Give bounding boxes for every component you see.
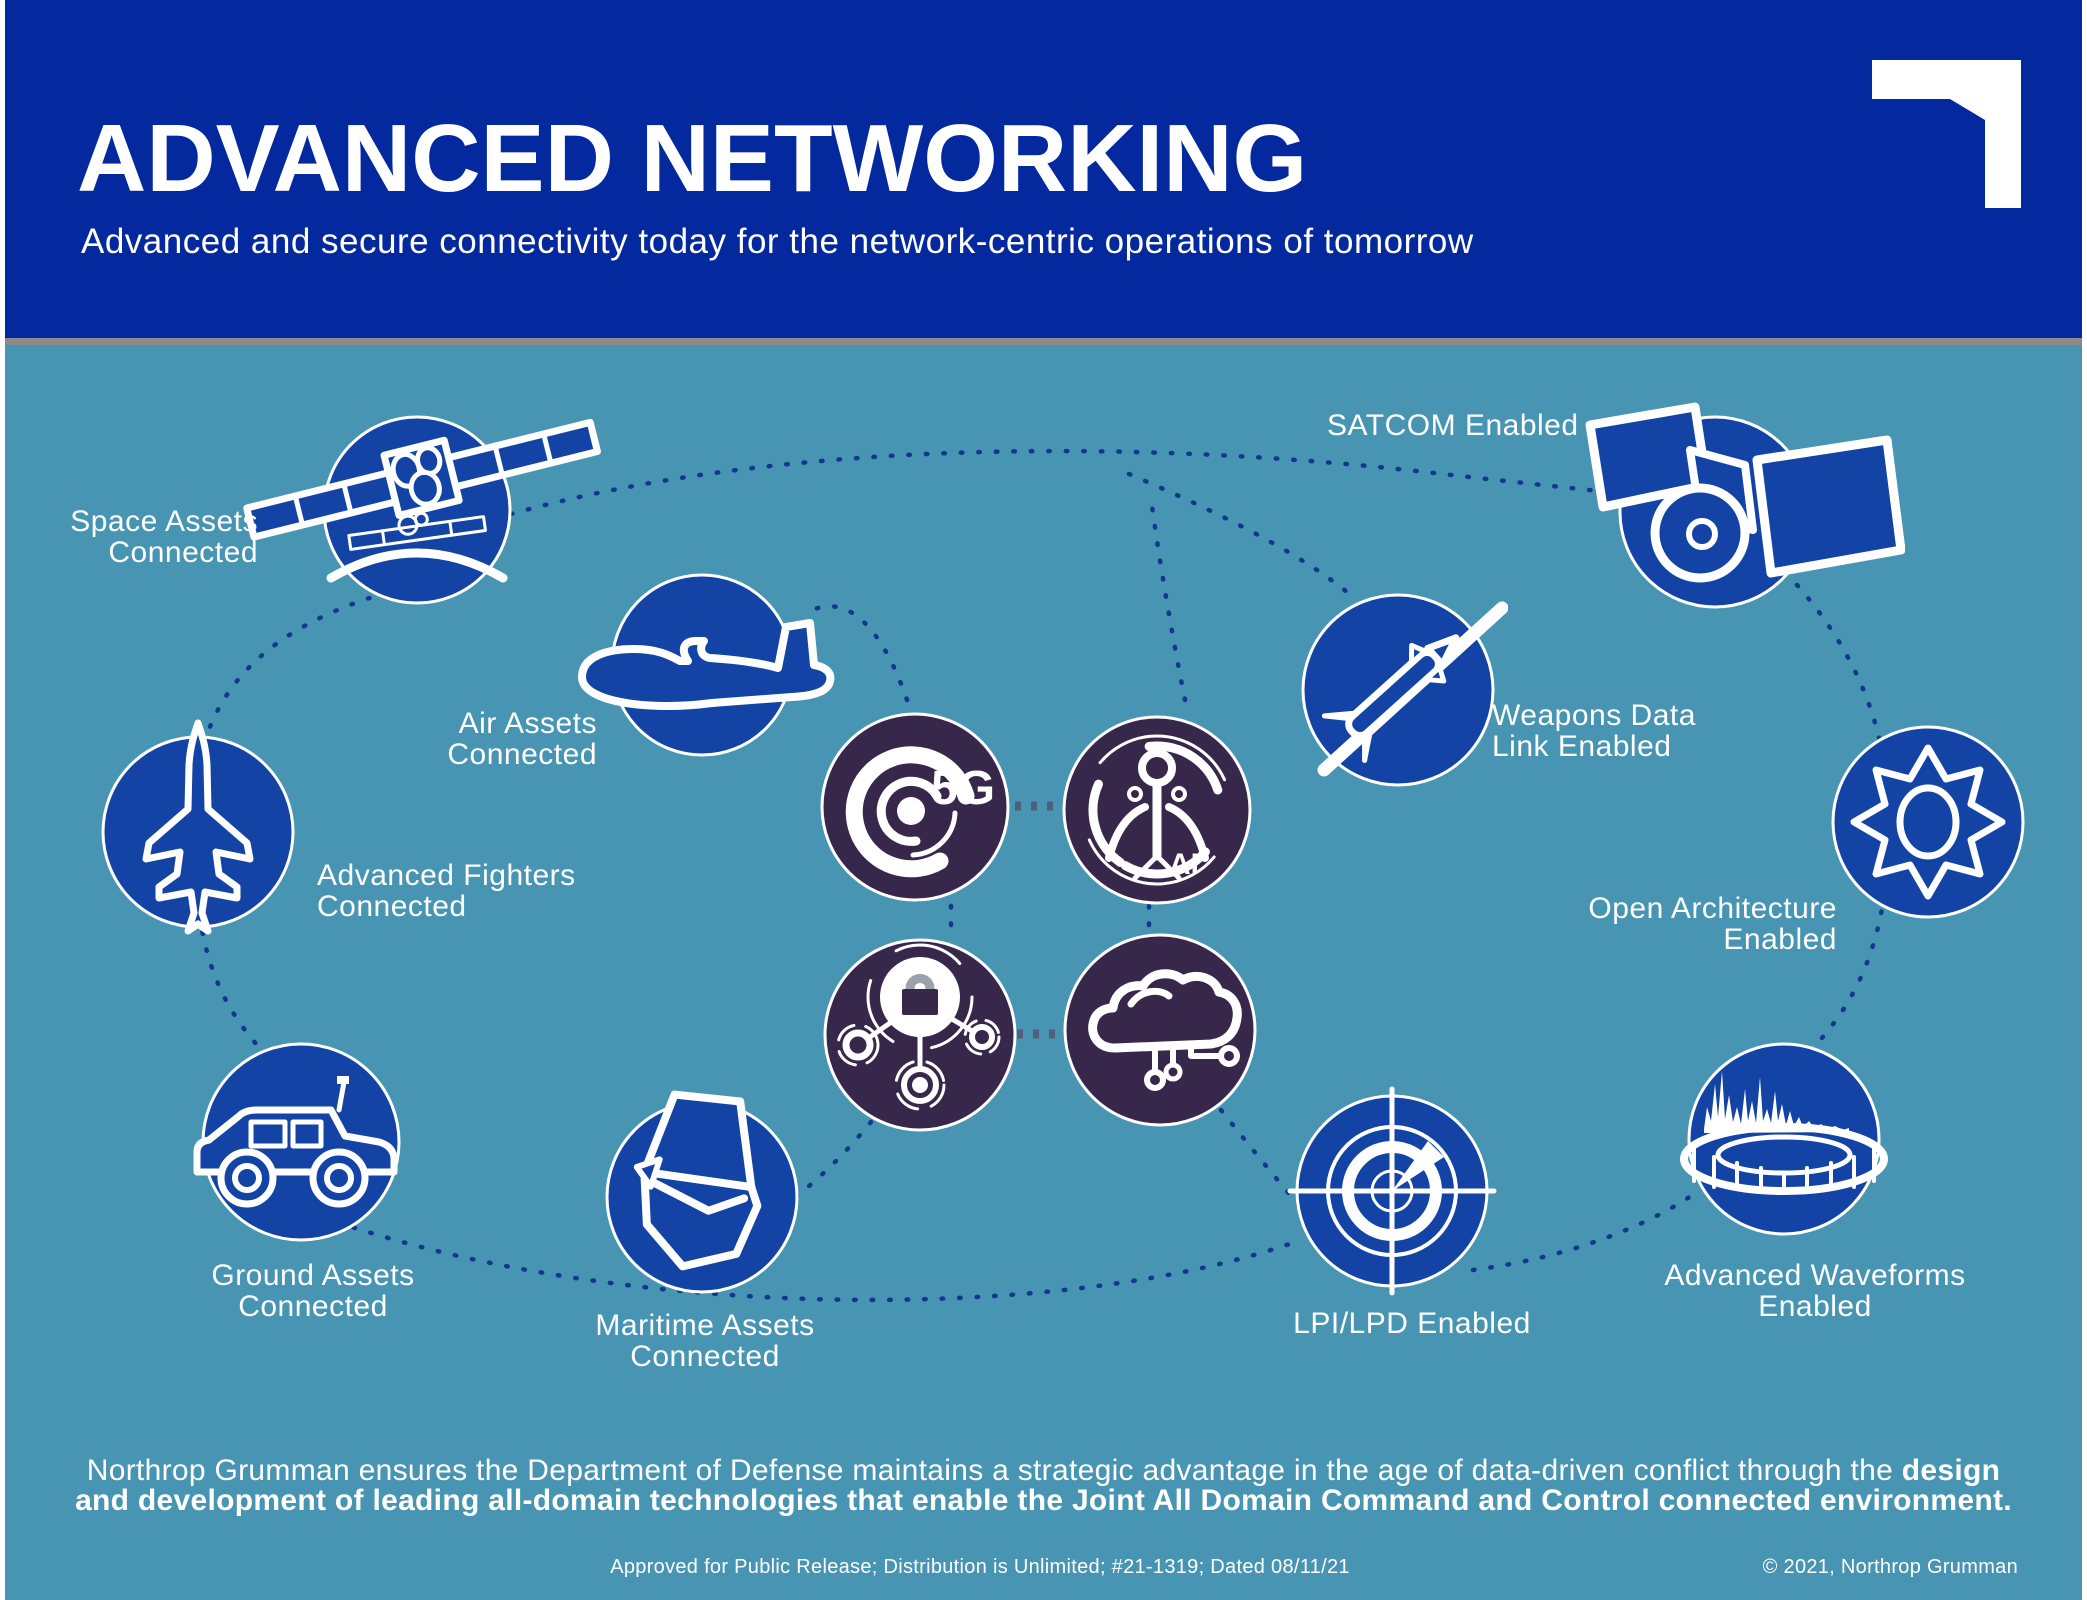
ai-text: AI [1169, 848, 1199, 881]
label-satcom: SATCOM Enabled [1327, 409, 1579, 442]
page-subtitle: Advanced and secure connectivity today f… [81, 222, 1474, 261]
node-maritime-assets [592, 1082, 812, 1317]
node-weapons-data-link [1288, 580, 1509, 805]
node-lpi-lpd [1282, 1081, 1502, 1306]
content-canvas: ADVANCED NETWORKING Advanced and secure … [5, 0, 2082, 1600]
node-advanced-fighters [98, 717, 298, 952]
ai-icon: AI [1062, 715, 1252, 905]
hub-ai: AI [1057, 710, 1257, 915]
ship-icon [605, 1090, 799, 1294]
satcom-satellite-icon [1585, 402, 1906, 609]
fighter-jet-icon [101, 719, 295, 935]
page-title: ADVANCED NETWORKING [77, 105, 1308, 212]
gear-icon [1831, 725, 2025, 919]
5g-text: 5G [931, 762, 995, 815]
hub-secure-network [820, 935, 1020, 1140]
satellite-icon [243, 415, 601, 605]
label-maritime-assets: Maritime Assets Connected [595, 1309, 815, 1373]
footer-paragraph: Northrop Grumman ensures the Department … [75, 1456, 2012, 1516]
5g-icon: 5G [820, 712, 1010, 902]
label-air-assets: Air Assets Connected [447, 707, 597, 771]
label-advanced-waveforms: Advanced Waveforms Enabled [1664, 1259, 1966, 1323]
dotted-network-lines [190, 448, 1892, 1303]
waveform-globe-icon [1680, 1042, 1888, 1236]
node-air-assets [572, 565, 852, 770]
drone-icon [578, 573, 835, 757]
node-open-architecture [1823, 717, 2033, 932]
footer-paragraph-bold-design: design [1901, 1454, 2001, 1487]
approval-statement: Approved for Public Release; Distributio… [610, 1556, 1350, 1578]
node-advanced-waveforms [1649, 1029, 1919, 1254]
node-ground-assets [181, 1032, 421, 1257]
label-lpi-lpd: LPI/LPD Enabled [1293, 1307, 1531, 1340]
hub-5g: 5G [815, 707, 1015, 912]
label-ground-assets: Ground Assets Connected [211, 1259, 415, 1323]
crosshair-radar-icon [1287, 1086, 1497, 1296]
header-divider [5, 338, 2082, 345]
footer-paragraph-line2: and development of leading all-domain te… [75, 1484, 2012, 1517]
secure-network-lock-icon [823, 938, 1017, 1132]
cloud-icon [1063, 933, 1257, 1127]
hub-cloud [1055, 930, 1265, 1135]
label-space-assets: Space Assets Connected [70, 505, 258, 569]
missile-icon [1301, 593, 1509, 787]
node-space-assets [227, 380, 607, 645]
label-weapons-data-link: Weapons Data Link Enabled [1492, 699, 1696, 763]
node-satcom [1535, 385, 1906, 640]
northrop-grumman-logo-icon [1872, 60, 2021, 208]
footer-paragraph-regular: Northrop Grumman ensures the Department … [86, 1454, 1902, 1487]
header-band: ADVANCED NETWORKING Advanced and secure … [5, 0, 2082, 338]
label-advanced-fighters: Advanced Fighters Connected [317, 859, 576, 923]
label-open-architecture: Open Architecture Enabled [1588, 892, 1837, 956]
humvee-icon [193, 1042, 401, 1242]
copyright-notice: © 2021, Northrop Grumman [1762, 1556, 2018, 1578]
